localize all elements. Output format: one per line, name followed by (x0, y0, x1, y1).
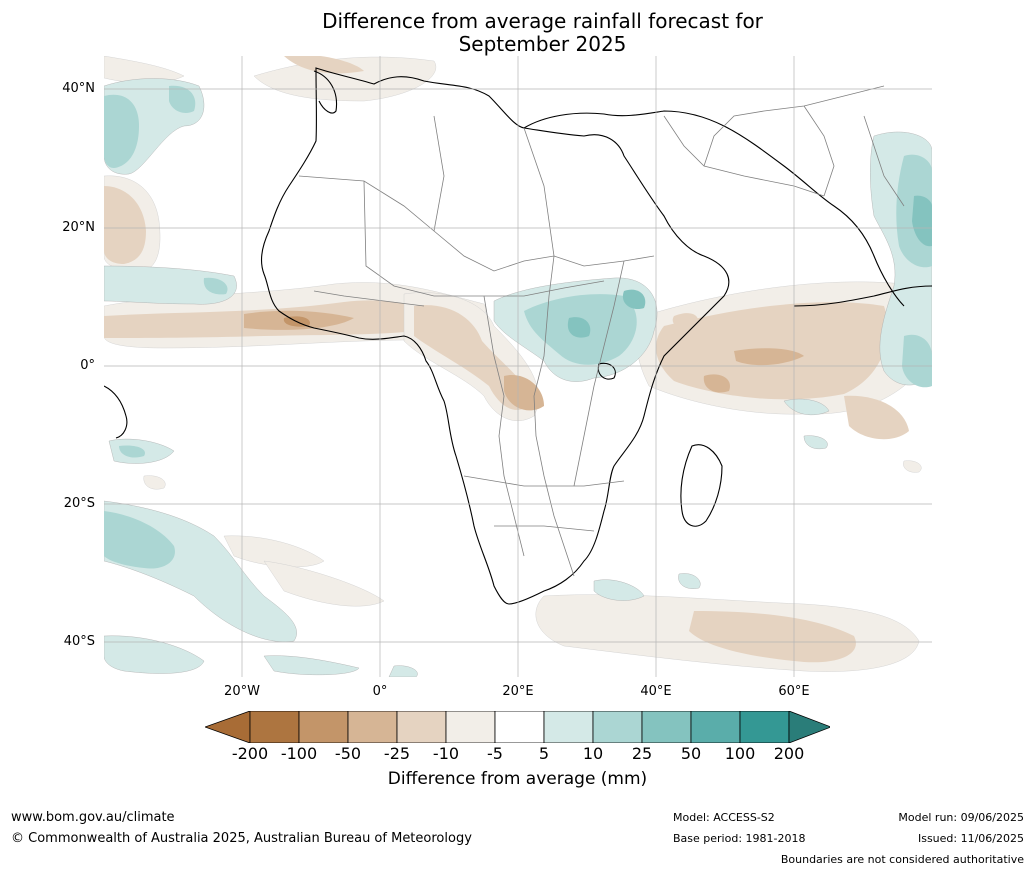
wet-anomaly-regions (104, 78, 932, 677)
lon-label-60e: 60°E (778, 684, 810, 699)
lat-label-20s: 20°S (63, 496, 95, 511)
title-line-1: Difference from average rainfall forecas… (322, 9, 763, 33)
colorbar-tick-label: 100 (724, 744, 756, 763)
coastlines (104, 67, 932, 605)
dry-anomaly-regions (104, 56, 932, 672)
colorbar-swatch (690, 711, 741, 743)
colorbar-tick-label: -5 (487, 744, 503, 763)
colorbar-swatch (396, 711, 447, 743)
footer-boundaries-note: Boundaries are not considered authoritat… (780, 853, 1024, 866)
lat-label-0: 0° (80, 358, 95, 373)
lon-label-40e: 40°E (640, 684, 672, 699)
footer-issued: Issued: 11/06/2025 (917, 832, 1024, 845)
title-line-2: September 2025 (458, 32, 627, 56)
colorbar-swatch (347, 711, 398, 743)
lon-label-0: 0° (372, 684, 388, 699)
colorbar-tick-label: -50 (334, 744, 362, 763)
colorbar-tick-label: 50 (680, 744, 702, 763)
lat-label-40s: 40°S (63, 634, 95, 649)
colorbar-extend-high (788, 711, 830, 743)
colorbar-swatch (298, 711, 349, 743)
colorbar-swatch (543, 711, 594, 743)
colorbar-tick-label: 5 (538, 744, 550, 763)
colorbar-swatch (249, 711, 300, 743)
rainfall-anomaly-map (104, 56, 932, 677)
colorbar-label: Difference from average (mm) (387, 769, 648, 789)
footer-model-run: Model run: 09/06/2025 (898, 811, 1024, 824)
footer-copyright: © Commonwealth of Australia 2025, Austra… (11, 831, 472, 846)
lat-label-20n: 20°N (62, 220, 95, 235)
colorbar (205, 711, 830, 743)
colorbar-swatch (494, 711, 545, 743)
colorbar-tick-label: -200 (231, 744, 269, 763)
footer-model: Model: ACCESS-S2 (673, 811, 775, 824)
graticule (104, 56, 932, 677)
colorbar-swatch (592, 711, 643, 743)
colorbar-swatch (445, 711, 496, 743)
colorbar-swatch (739, 711, 790, 743)
country-borders (298, 85, 905, 577)
lon-label-20w: 20°W (224, 684, 260, 699)
footer-url: www.bom.gov.au/climate (11, 810, 175, 825)
colorbar-swatch (641, 711, 692, 743)
colorbar-tick-label: -100 (280, 744, 318, 763)
lon-label-20e: 20°E (502, 684, 534, 699)
lat-label-40n: 40°N (62, 81, 95, 96)
chart-title: Difference from average rainfall forecas… (240, 10, 845, 56)
colorbar-tick-label: 10 (582, 744, 604, 763)
colorbar-tick-label: -25 (383, 744, 411, 763)
colorbar-tick-label: 200 (773, 744, 805, 763)
colorbar-tick-label: 25 (631, 744, 653, 763)
colorbar-tick-label: -10 (432, 744, 460, 763)
colorbar-extend-low (205, 711, 251, 743)
footer-base-period: Base period: 1981-2018 (673, 832, 806, 845)
